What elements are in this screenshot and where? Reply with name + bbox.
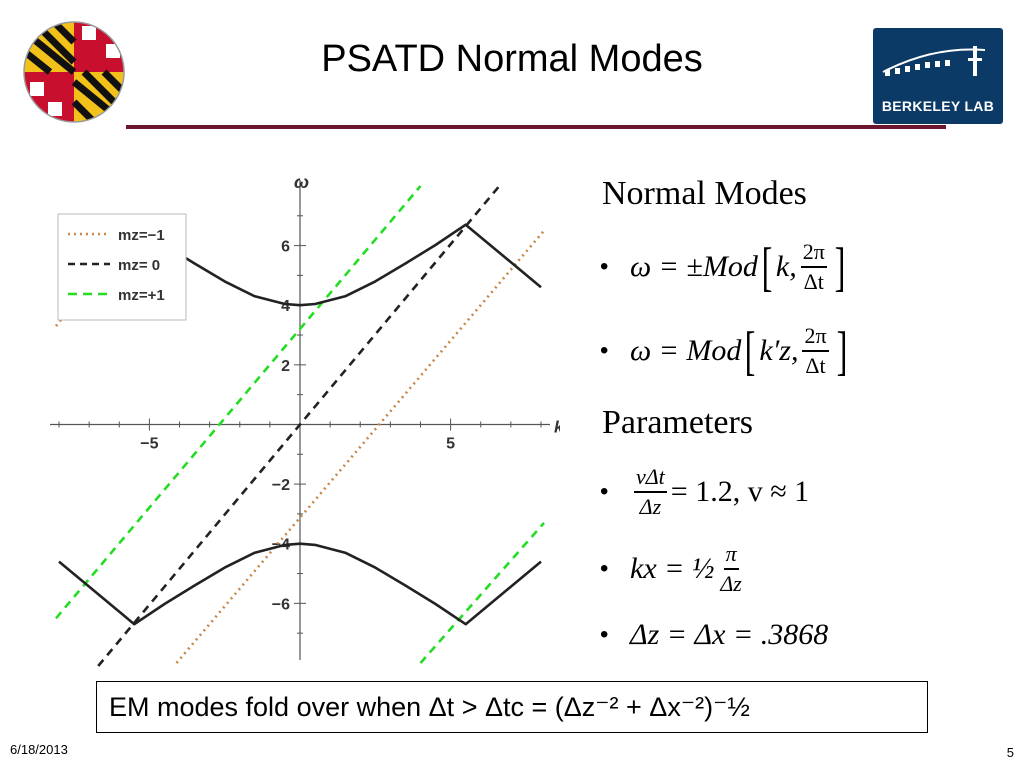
equation-2: • ω = Mod [ k′z, 2π Δt ] [600,322,851,380]
series-line [97,182,503,667]
berkeley-lab-logo: BERKELEY LAB [873,28,1003,124]
eq1-lhs: ω = ±Mod [630,250,758,283]
university-seal-logo [20,18,128,126]
title-divider [126,125,946,129]
param1-denominator: Δz [639,494,662,519]
eq1-denominator: Δt [803,269,824,294]
series-line [58,542,542,626]
bullet-icon: • [600,337,609,364]
fold-over-note: EM modes fold over when Δt > Δtc = (Δz⁻²… [96,681,928,733]
parameter-3: • Δz = Δx = .3868 [600,618,828,652]
equation-1: • ω = ±Mod [ k, 2π Δt ] [600,238,849,296]
legend-label: mz=+1 [118,287,165,304]
x-axis-label: kz [554,417,560,436]
fold-over-note-text: EM modes fold over when Δt > Δtc = (Δz⁻²… [109,691,750,722]
series-line [133,223,542,307]
parameters-heading: Parameters [602,404,754,441]
left-bracket: [ [745,321,756,381]
x-tick-label: −5 [140,435,158,452]
param1-rhs: = 1.2, v ≈ 1 [670,475,810,508]
y-tick-label: −2 [272,477,290,494]
eq1-fraction: 2π Δt [800,238,827,296]
berkeley-lab-label: BERKELEY LAB [881,98,995,114]
series-line [55,185,422,620]
legend-label: mz=−1 [118,227,165,244]
slide-page-number: 5 [1006,745,1014,760]
param2-lhs: kx = ½ [630,552,715,585]
slide-title: PSATD Normal Modes [321,38,703,80]
series-line [419,522,545,664]
eq2-denominator: Δt [805,353,826,378]
param2-fraction: π Δz [718,540,743,598]
bullet-icon: • [600,478,609,505]
x-tick-label: 5 [446,435,455,452]
series-line [175,229,545,664]
legend-label: mz= 0 [118,257,160,274]
bullet-icon: • [600,253,609,280]
param2-numerator: π [723,540,739,570]
slide-date: 6/18/2013 [10,742,68,757]
eq2-lhs: ω = Mod [630,334,742,367]
eq2-fraction: 2π Δt [802,322,829,380]
y-tick-label: 6 [281,239,290,256]
eq1-numerator: 2π [800,238,827,268]
bullet-icon: • [600,555,609,582]
legend-box [57,213,187,321]
parameter-1: • vΔt Δz = 1.2, v ≈ 1 [600,463,809,521]
parameter-2: • kx = ½ π Δz [600,540,748,598]
eq2-numerator: 2π [802,322,829,352]
y-axis-label: ω [294,172,309,192]
param1-numerator: vΔt [634,463,667,493]
left-bracket: [ [761,237,773,297]
eq1-k: k, [775,250,797,283]
param2-denominator: Δz [720,571,742,596]
bullet-icon: • [600,621,609,648]
right-bracket: ] [836,321,847,381]
y-tick-label: −6 [272,596,290,613]
param3-text: Δz = Δx = .3868 [630,618,829,651]
param1-fraction: vΔt Δz [634,463,667,521]
y-tick-label: 2 [281,358,290,375]
eq2-k: k′z, [759,334,799,367]
building-icon [882,46,986,76]
normal-modes-heading: Normal Modes [602,175,807,212]
right-bracket: ] [834,237,846,297]
y-tick-label: 4 [281,298,290,315]
